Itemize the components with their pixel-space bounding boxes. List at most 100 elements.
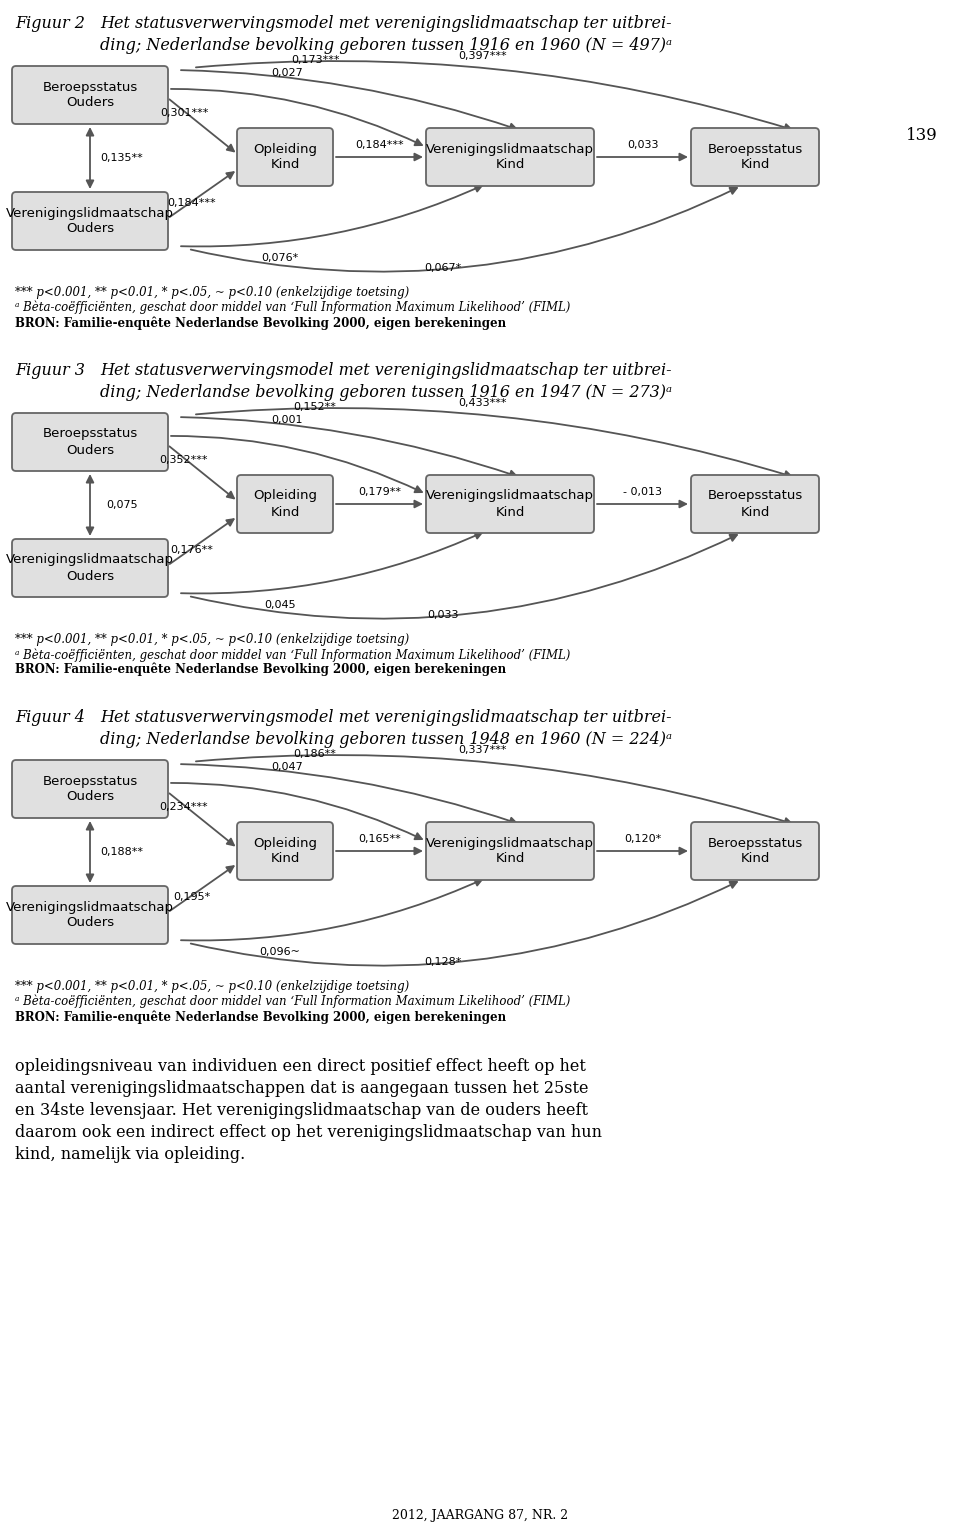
Text: 0,096~: 0,096~ <box>259 946 300 957</box>
Text: opleidingsniveau van individuen een direct positief effect heeft op het: opleidingsniveau van individuen een dire… <box>15 1058 586 1075</box>
FancyBboxPatch shape <box>237 822 333 881</box>
Text: ding; Nederlandse bevolking geboren tussen 1916 en 1947 (N = 273)ᵃ: ding; Nederlandse bevolking geboren tuss… <box>100 384 672 400</box>
Text: Beroepsstatus: Beroepsstatus <box>42 775 137 787</box>
Text: 0,184***: 0,184*** <box>355 140 404 150</box>
Text: 0,195*: 0,195* <box>174 891 210 902</box>
Text: Beroepsstatus: Beroepsstatus <box>708 489 803 503</box>
Text: Verenigingslidmaatschap: Verenigingslidmaatschap <box>6 207 174 219</box>
Text: BRON: Familie-enquête Nederlandse Bevolking 2000, eigen berekeningen: BRON: Familie-enquête Nederlandse Bevolk… <box>15 1009 506 1023</box>
Text: Kind: Kind <box>740 158 770 172</box>
FancyBboxPatch shape <box>426 822 594 881</box>
Text: Kind: Kind <box>495 853 525 865</box>
Text: Beroepsstatus: Beroepsstatus <box>42 428 137 440</box>
Text: *** p<0.001, ** p<0.01, * p<.05, ~ p<0.10 (enkelzijdige toetsing): *** p<0.001, ** p<0.01, * p<.05, ~ p<0.1… <box>15 634 409 646</box>
Text: Opleiding: Opleiding <box>253 143 317 155</box>
Text: 0,301***: 0,301*** <box>159 107 208 118</box>
Text: *** p<0.001, ** p<0.01, * p<.05, ~ p<0.10 (enkelzijdige toetsing): *** p<0.001, ** p<0.01, * p<.05, ~ p<0.1… <box>15 980 409 992</box>
Text: Kind: Kind <box>271 853 300 865</box>
Text: Het statusverwervingsmodel met verenigingslidmaatschap ter uitbrei-: Het statusverwervingsmodel met verenigin… <box>100 362 671 379</box>
Text: Ouders: Ouders <box>66 222 114 236</box>
Text: 0,135**: 0,135** <box>101 153 143 163</box>
FancyBboxPatch shape <box>691 476 819 532</box>
Text: ᵃ Bèta-coëfficiënten, geschat door middel van ‘Full Information Maximum Likeliho: ᵃ Bèta-coëfficiënten, geschat door midde… <box>15 647 570 661</box>
FancyBboxPatch shape <box>691 822 819 881</box>
FancyBboxPatch shape <box>426 127 594 186</box>
FancyBboxPatch shape <box>237 127 333 186</box>
Text: BRON: Familie-enquête Nederlandse Bevolking 2000, eigen berekeningen: BRON: Familie-enquête Nederlandse Bevolk… <box>15 316 506 330</box>
Text: 0,176**: 0,176** <box>171 545 213 555</box>
Text: 0,033: 0,033 <box>427 611 458 620</box>
Text: Verenigingslidmaatschap: Verenigingslidmaatschap <box>426 143 594 155</box>
Text: 0,027: 0,027 <box>271 67 302 78</box>
Text: 0,076*: 0,076* <box>261 253 299 262</box>
Text: 0,165**: 0,165** <box>358 834 401 844</box>
Text: 0,173***: 0,173*** <box>291 55 339 64</box>
Text: 0,045: 0,045 <box>264 600 296 611</box>
Text: Ouders: Ouders <box>66 790 114 804</box>
Text: 0,075: 0,075 <box>107 500 138 509</box>
Text: 0,234***: 0,234*** <box>159 802 208 811</box>
Text: 0,152**: 0,152** <box>294 402 336 413</box>
FancyBboxPatch shape <box>426 476 594 532</box>
Text: Kind: Kind <box>495 506 525 518</box>
Text: 0,001: 0,001 <box>272 416 302 425</box>
Text: Ouders: Ouders <box>66 916 114 930</box>
FancyBboxPatch shape <box>12 759 168 818</box>
Text: Figuur 2: Figuur 2 <box>15 15 84 32</box>
Text: 0,067*: 0,067* <box>424 262 461 273</box>
FancyBboxPatch shape <box>12 192 168 250</box>
Text: Verenigingslidmaatschap: Verenigingslidmaatschap <box>426 836 594 850</box>
Text: 0,397***: 0,397*** <box>458 51 507 61</box>
Text: Opleiding: Opleiding <box>253 489 317 503</box>
Text: - 0,013: - 0,013 <box>623 486 662 497</box>
Text: 0,047: 0,047 <box>271 762 302 772</box>
FancyBboxPatch shape <box>12 887 168 943</box>
Text: Het statusverwervingsmodel met verenigingslidmaatschap ter uitbrei-: Het statusverwervingsmodel met verenigin… <box>100 709 671 726</box>
Text: Ouders: Ouders <box>66 569 114 583</box>
Text: 0,120*: 0,120* <box>624 834 661 844</box>
Text: Kind: Kind <box>495 158 525 172</box>
Text: Verenigingslidmaatschap: Verenigingslidmaatschap <box>426 489 594 503</box>
Text: Beroepsstatus: Beroepsstatus <box>42 80 137 94</box>
Text: aantal verenigingslidmaatschappen dat is aangegaan tussen het 25ste: aantal verenigingslidmaatschappen dat is… <box>15 1080 588 1097</box>
Text: 0,186**: 0,186** <box>294 749 336 759</box>
Text: Beroepsstatus: Beroepsstatus <box>708 836 803 850</box>
Text: Ouders: Ouders <box>66 97 114 109</box>
Text: 0,179**: 0,179** <box>358 486 401 497</box>
FancyBboxPatch shape <box>12 413 168 471</box>
Text: 0,128*: 0,128* <box>423 957 461 966</box>
FancyBboxPatch shape <box>12 66 168 124</box>
FancyBboxPatch shape <box>12 538 168 597</box>
Text: 0,433***: 0,433*** <box>458 397 507 408</box>
Text: Ouders: Ouders <box>66 443 114 457</box>
Text: kind, namelijk via opleiding.: kind, namelijk via opleiding. <box>15 1146 245 1163</box>
Text: Verenigingslidmaatschap: Verenigingslidmaatschap <box>6 900 174 914</box>
Text: 2012, JAARGANG 87, NR. 2: 2012, JAARGANG 87, NR. 2 <box>392 1509 568 1523</box>
Text: BRON: Familie-enquête Nederlandse Bevolking 2000, eigen berekeningen: BRON: Familie-enquête Nederlandse Bevolk… <box>15 663 506 676</box>
FancyBboxPatch shape <box>237 476 333 532</box>
Text: ᵃ Bèta-coëfficiënten, geschat door middel van ‘Full Information Maximum Likeliho: ᵃ Bèta-coëfficiënten, geschat door midde… <box>15 996 570 1008</box>
Text: *** p<0.001, ** p<0.01, * p<.05, ~ p<0.10 (enkelzijdige toetsing): *** p<0.001, ** p<0.01, * p<.05, ~ p<0.1… <box>15 285 409 299</box>
Text: Kind: Kind <box>271 158 300 172</box>
Text: Opleiding: Opleiding <box>253 836 317 850</box>
Text: 0,184***: 0,184*** <box>168 198 216 209</box>
Text: Kind: Kind <box>740 506 770 518</box>
Text: ding; Nederlandse bevolking geboren tussen 1948 en 1960 (N = 224)ᵃ: ding; Nederlandse bevolking geboren tuss… <box>100 732 672 749</box>
Text: 0,033: 0,033 <box>627 140 659 150</box>
Text: ᵃ Bèta-coëfficiënten, geschat door middel van ‘Full Information Maximum Likeliho: ᵃ Bèta-coëfficiënten, geschat door midde… <box>15 301 570 314</box>
Text: daarom ook een indirect effect op het verenigingslidmaatschap van hun: daarom ook een indirect effect op het ve… <box>15 1124 602 1141</box>
Text: Het statusverwervingsmodel met verenigingslidmaatschap ter uitbrei-: Het statusverwervingsmodel met verenigin… <box>100 15 671 32</box>
Text: 0,188**: 0,188** <box>101 847 143 858</box>
Text: Figuur 3: Figuur 3 <box>15 362 84 379</box>
Text: 139: 139 <box>906 126 938 144</box>
Text: 0,352***: 0,352*** <box>159 456 208 465</box>
Text: Figuur 4: Figuur 4 <box>15 709 84 726</box>
Text: ding; Nederlandse bevolking geboren tussen 1916 en 1960 (N = 497)ᵃ: ding; Nederlandse bevolking geboren tuss… <box>100 37 672 54</box>
Text: Kind: Kind <box>271 506 300 518</box>
Text: Kind: Kind <box>740 853 770 865</box>
Text: Verenigingslidmaatschap: Verenigingslidmaatschap <box>6 554 174 566</box>
Text: Beroepsstatus: Beroepsstatus <box>708 143 803 155</box>
Text: 0,337***: 0,337*** <box>458 746 507 755</box>
FancyBboxPatch shape <box>691 127 819 186</box>
Text: en 34ste levensjaar. Het verenigingslidmaatschap van de ouders heeft: en 34ste levensjaar. Het verenigingslidm… <box>15 1101 588 1118</box>
